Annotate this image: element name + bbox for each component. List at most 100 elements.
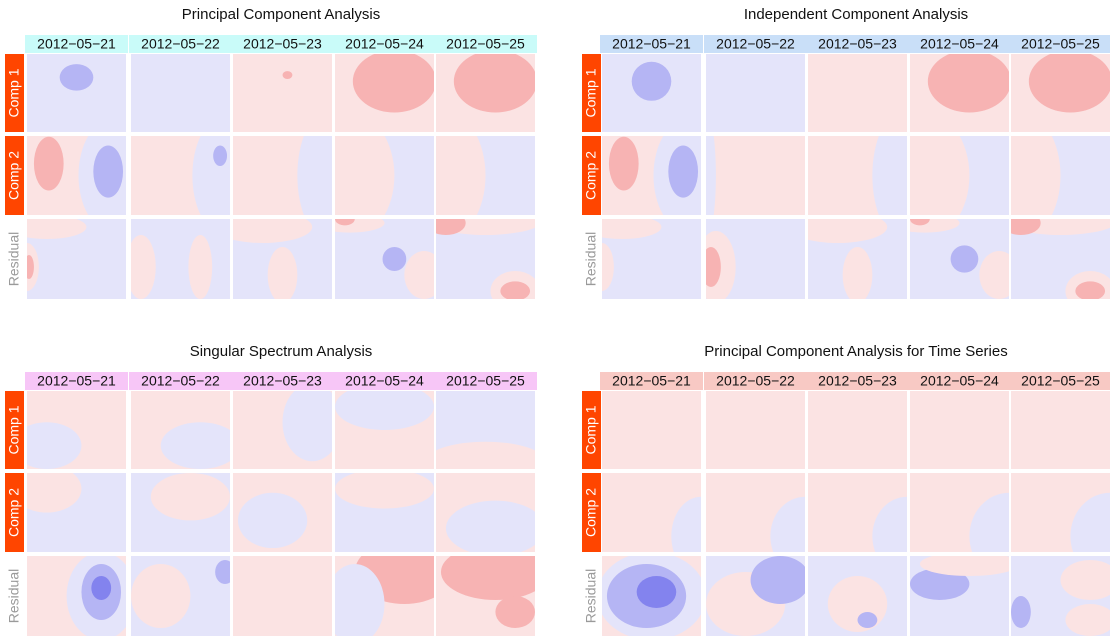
contour-cell — [233, 556, 332, 636]
contour-region — [283, 383, 342, 461]
contour-cell — [1011, 391, 1110, 469]
contour-region — [1075, 281, 1105, 300]
contour-cell — [602, 54, 701, 132]
contour-region — [161, 422, 240, 469]
contour-cell — [233, 473, 332, 552]
contour-region — [858, 612, 878, 628]
column-label: 2012−05−24 — [345, 36, 424, 52]
contour-cell — [131, 473, 230, 552]
contour-region — [609, 137, 639, 191]
row-label: Comp 1 — [583, 405, 599, 454]
contour-region — [843, 247, 873, 303]
contour-cell — [890, 213, 1019, 299]
contour-cell — [27, 120, 144, 231]
contour-region — [828, 576, 887, 632]
column-label: 2012−05−24 — [920, 373, 999, 389]
contour-region — [188, 235, 212, 299]
contour-region — [1011, 596, 1031, 628]
contour-region — [60, 64, 94, 91]
contour-region — [920, 552, 1019, 576]
contour-cell — [335, 469, 434, 552]
contour-region — [131, 564, 190, 628]
contour-region — [446, 501, 545, 556]
row-label: Residual — [6, 569, 22, 623]
contour-cell — [233, 54, 332, 132]
row-label: Comp 1 — [6, 68, 22, 117]
column-label: 2012−05−21 — [612, 373, 691, 389]
contour-region — [268, 247, 298, 303]
contour-region — [632, 62, 672, 101]
contour-cell — [213, 211, 332, 303]
contour-region — [383, 247, 407, 271]
row-label: Residual — [583, 232, 599, 286]
column-label: 2012−05−22 — [716, 373, 795, 389]
contour-region — [701, 247, 721, 287]
contour-cell — [602, 120, 719, 231]
contour-cell — [233, 383, 342, 469]
column-label: 2012−05−24 — [345, 373, 424, 389]
contour-cell — [788, 211, 907, 303]
contour-region — [751, 556, 810, 604]
contour-cell — [910, 552, 1019, 636]
contour-region — [335, 383, 434, 430]
contour-cell — [910, 50, 1011, 132]
contour-cell — [808, 391, 907, 469]
cell-background — [910, 391, 1009, 469]
contour-cell — [602, 391, 701, 469]
contour-cell — [335, 50, 436, 132]
cell-background — [808, 391, 907, 469]
contour-region — [353, 50, 436, 112]
contour-cell — [12, 465, 126, 552]
contour-region — [91, 576, 111, 600]
cell-background — [602, 391, 701, 469]
contour-region — [283, 71, 293, 79]
contour-cell — [131, 556, 235, 636]
contour-cell — [436, 473, 545, 556]
column-label: 2012−05−23 — [818, 373, 897, 389]
contour-cell — [706, 54, 805, 132]
contour-cell — [808, 556, 907, 636]
contour-cell — [706, 556, 810, 636]
contour-region — [441, 544, 550, 600]
contour-cell — [27, 552, 136, 637]
column-label: 2012−05−21 — [37, 373, 116, 389]
contour-cell — [126, 219, 230, 299]
column-label: 2012−05−23 — [243, 373, 322, 389]
column-label: 2012−05−22 — [716, 36, 795, 52]
cell-background — [233, 54, 332, 132]
contour-region — [213, 145, 227, 166]
contour-cell — [696, 219, 805, 303]
panel-title: Singular Spectrum Analysis — [190, 343, 373, 360]
contour-region — [668, 145, 698, 197]
contour-region — [151, 473, 230, 520]
contour-region — [238, 493, 307, 548]
column-label: 2012−05−21 — [612, 36, 691, 52]
panel-title: Principal Component Analysis for Time Se… — [704, 343, 1007, 360]
row-label: Comp 2 — [583, 151, 599, 200]
contour-region — [93, 145, 123, 197]
row-label: Residual — [6, 232, 22, 286]
contour-cell — [27, 54, 126, 132]
contour-region — [500, 281, 530, 300]
cell-background — [131, 54, 230, 132]
contour-cell — [426, 391, 545, 481]
contour-cell — [1001, 203, 1110, 311]
contour-cell — [1011, 556, 1110, 636]
column-label: 2012−05−25 — [446, 373, 525, 389]
contour-region — [1029, 50, 1110, 112]
column-label: 2012−05−22 — [141, 36, 220, 52]
contour-cell — [335, 383, 434, 469]
contour-region — [495, 596, 535, 628]
contour-cell — [12, 391, 126, 469]
panel-title: Independent Component Analysis — [744, 6, 968, 23]
column-label: 2012−05−22 — [141, 373, 220, 389]
contour-region — [215, 560, 235, 584]
column-label: 2012−05−23 — [243, 36, 322, 52]
contour-cell — [131, 391, 240, 469]
cell-background — [706, 136, 805, 215]
contour-region — [951, 245, 979, 272]
cell-background — [706, 54, 805, 132]
column-label: 2012−05−23 — [818, 36, 897, 52]
